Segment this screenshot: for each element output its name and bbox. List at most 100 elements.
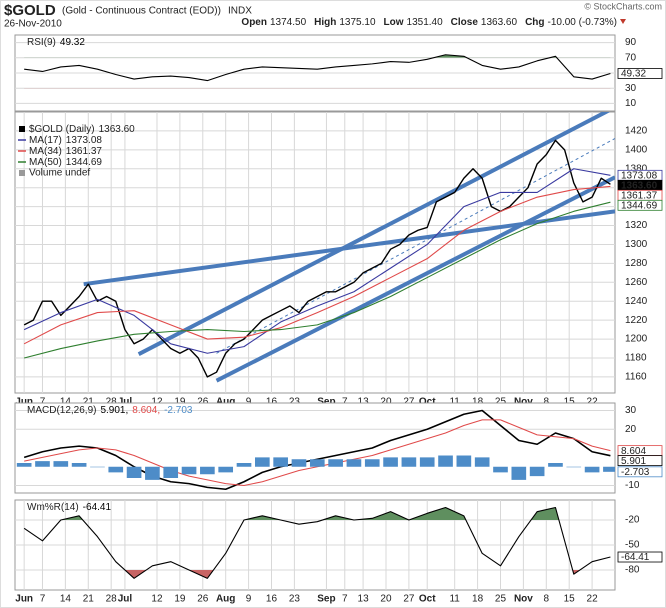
x-tick-label: 13 <box>358 594 370 605</box>
legend-value: 5.901 <box>100 405 125 416</box>
x-tick-label: 14 <box>60 594 72 605</box>
x-tick-label: 16 <box>266 397 278 408</box>
y-tick-label: 1260 <box>625 277 648 288</box>
series-line <box>23 168 611 354</box>
value-tag-text: 8.604 <box>621 446 646 457</box>
legend-name: MA(17) <box>29 135 62 146</box>
value-tag <box>617 466 663 478</box>
histogram-bar <box>438 455 453 467</box>
legend-value: 1363.60 <box>99 124 136 135</box>
x-tick-label: 7 <box>40 397 46 408</box>
x-tick-label: 23 <box>289 397 301 408</box>
x-tick-label: 23 <box>289 594 301 605</box>
y-tick-label: 1280 <box>625 258 648 269</box>
quote-label: Open <box>241 17 267 28</box>
histogram-bar <box>383 457 398 467</box>
trendline <box>215 175 615 383</box>
x-tick-label: 21 <box>83 594 95 605</box>
x-tick-label: 8 <box>544 594 550 605</box>
x-tick-label: 7 <box>40 594 46 605</box>
x-tick-label: 28 <box>106 397 118 408</box>
symbol: $GOLD <box>4 2 56 19</box>
series-line <box>24 54 611 82</box>
x-tick-label: 22 <box>587 594 599 605</box>
quote-value: 1363.60 <box>481 17 518 28</box>
y-tick-label: 1300 <box>625 239 648 250</box>
x-tick-label: Nov <box>514 594 533 605</box>
x-tick-label: 9 <box>246 594 252 605</box>
quote-label: Close <box>451 17 479 28</box>
quote-value: -10.00 (-0.73%) <box>548 17 617 28</box>
x-tick-label: 26 <box>197 594 209 605</box>
y-tick-label: 1200 <box>625 334 648 345</box>
quote-label: Low <box>384 17 404 28</box>
value-tag-text: 5.901 <box>621 456 646 467</box>
legend-entry: $GOLD (Daily) 1363.60 <box>29 124 135 135</box>
y-tick-label: 70 <box>625 52 637 63</box>
legend: Wm%R(14) -64.41 <box>27 502 111 513</box>
value-tag-text: -2.703 <box>621 467 650 478</box>
histogram-bar <box>255 457 270 467</box>
copyright: © StockCharts.com <box>584 1 662 11</box>
quote-label: Chg <box>525 17 544 28</box>
y-tick-label: 1400 <box>625 144 648 155</box>
x-tick-label: Jun <box>15 397 33 408</box>
y-tick-label: 1180 <box>625 353 647 364</box>
legend-value: -64.41 <box>83 502 112 513</box>
value-tag-text: 1363.60 <box>621 180 658 191</box>
series-line <box>23 506 611 579</box>
histogram-bar <box>90 466 105 468</box>
x-tick-label: Jun <box>15 594 33 605</box>
x-tick-label: Jul <box>118 397 133 408</box>
y-tick-label: 30 <box>625 83 637 94</box>
value-tag-text: 1344.69 <box>621 200 658 211</box>
histogram-bar <box>71 463 87 467</box>
date: 26-Nov-2010 <box>4 19 62 30</box>
plot <box>15 42 615 104</box>
histogram-bar <box>108 466 124 473</box>
y-tick-label: 10 <box>625 98 637 109</box>
plot <box>15 409 615 491</box>
legend-label: MACD(12,26,9) <box>27 405 96 416</box>
y-tick-label: 1320 <box>625 220 648 231</box>
histogram-bar <box>218 466 234 473</box>
histogram-bar <box>236 463 252 467</box>
value-tag <box>617 551 663 563</box>
histogram-bar <box>273 457 288 467</box>
x-tick-label: 27 <box>403 397 415 408</box>
x-tick-label: 26 <box>197 397 209 408</box>
y-tick-label: 1220 <box>625 315 648 326</box>
value-tag-text: 1373.08 <box>621 170 658 181</box>
x-tick-label: 25 <box>495 397 507 408</box>
x-tick-label: 22 <box>587 397 599 408</box>
x-tick-label: 27 <box>403 594 415 605</box>
histogram-bar <box>401 457 417 467</box>
x-tick-label: 15 <box>564 594 576 605</box>
y-tick-label: 1240 <box>625 296 648 307</box>
legend-icon <box>19 126 25 132</box>
x-tick-label: 19 <box>174 594 186 605</box>
x-tick-label: 11 <box>449 594 460 605</box>
legend-label: Wm%R(14) <box>27 502 79 513</box>
y-tick-label: -80 <box>625 565 640 576</box>
x-tick-label: Sep <box>317 397 335 408</box>
histogram-bar <box>309 459 325 467</box>
legend-icon <box>19 170 25 176</box>
y-tick-label: 1380 <box>625 163 648 174</box>
x-tick-label: 20 <box>380 397 392 408</box>
histogram-bar <box>200 466 215 475</box>
y-tick-label: 1420 <box>625 126 648 137</box>
legend-entry: MA(50) 1344.69 <box>29 157 102 168</box>
histogram-bar <box>511 466 527 480</box>
histogram-bar <box>328 459 343 467</box>
histogram-bar <box>364 459 380 467</box>
x-tick-label: 15 <box>564 397 576 408</box>
y-tick-label: 20 <box>625 424 637 435</box>
legend-separator: , <box>126 405 129 416</box>
legend-separator: , <box>157 405 160 416</box>
series-line <box>24 201 611 359</box>
legend-label: RSI(9) <box>27 37 56 48</box>
legend-value: 1373.08 <box>66 135 103 146</box>
